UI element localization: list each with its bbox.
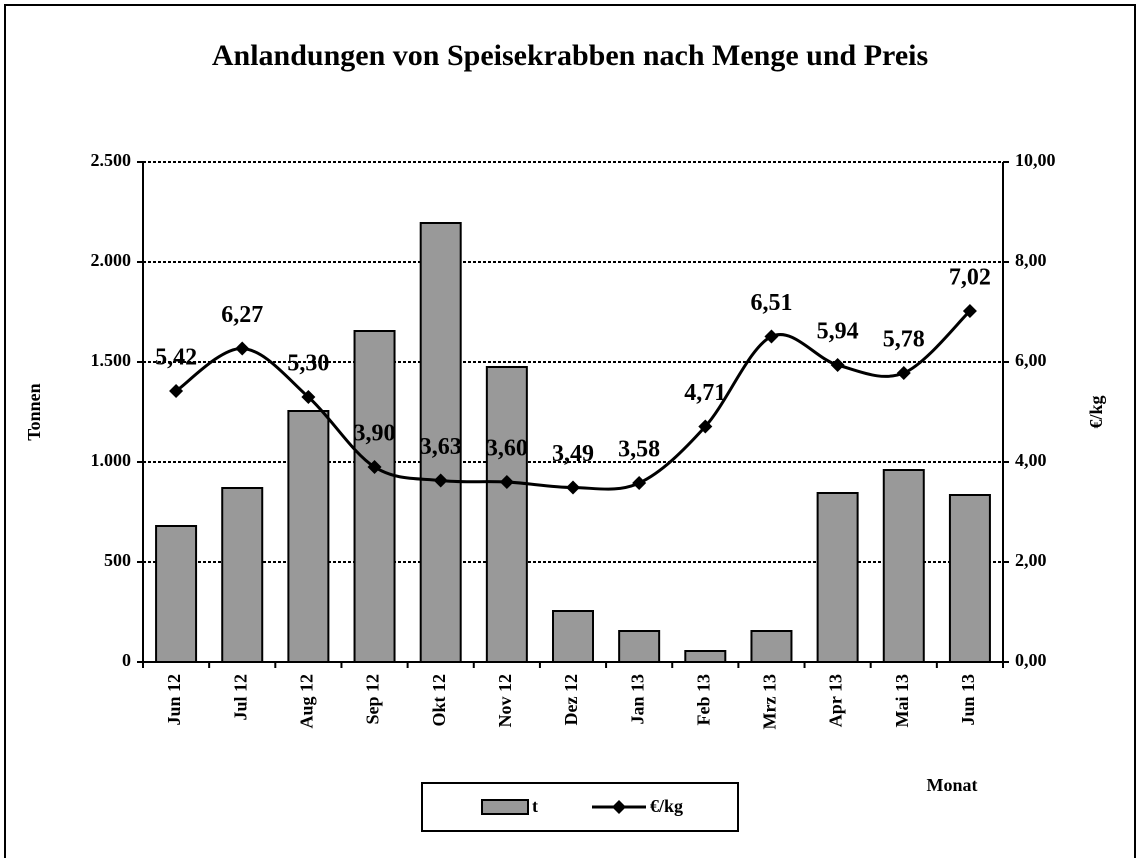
y-axis-title: Tonnen — [24, 383, 44, 440]
bar — [684, 650, 727, 663]
price-marker — [235, 341, 250, 356]
y-tick-label: 500 — [104, 550, 131, 570]
legend-label: €/kg — [650, 796, 683, 816]
price-marker — [896, 366, 911, 380]
x-tick-label: Okt 12 — [429, 674, 449, 727]
y2-tick-label: 10,00 — [1015, 150, 1056, 170]
bar — [353, 330, 396, 663]
data-label: 5,30 — [287, 351, 329, 377]
bar — [948, 494, 991, 663]
bar — [750, 630, 793, 663]
x-tick-label: Nov 12 — [495, 674, 515, 728]
y-tick-label: 2.500 — [91, 150, 132, 170]
y-tick-label: 2.000 — [91, 250, 132, 270]
bar — [618, 630, 661, 663]
x-tick-label: Mrz 13 — [760, 674, 780, 729]
bar — [287, 410, 330, 663]
x-tick-label: Jun 12 — [164, 674, 184, 726]
data-label: 6,27 — [221, 302, 263, 328]
x-tick-label: Apr 13 — [826, 674, 846, 727]
price-marker — [698, 419, 713, 434]
y-tick-label: 0 — [122, 650, 131, 670]
x-tick-label: Jan 13 — [627, 674, 647, 725]
bar — [816, 492, 859, 663]
data-label: 5,94 — [817, 319, 859, 345]
x-tick-label: Sep 12 — [363, 674, 383, 725]
y2-tick-label: 4,00 — [1015, 450, 1047, 470]
data-label: 5,42 — [155, 345, 197, 371]
y2-axis-title: €/kg — [1086, 395, 1106, 428]
y2-tick-label: 6,00 — [1015, 350, 1047, 370]
legend-marker — [612, 800, 626, 814]
x-tick-label: Jun 13 — [958, 674, 978, 726]
legend-label: t — [532, 796, 538, 816]
x-tick-label: Jul 12 — [230, 674, 250, 721]
data-label: 3,49 — [552, 441, 594, 467]
bar — [485, 366, 528, 663]
price-marker — [962, 304, 977, 318]
y-tick-label: 1.500 — [91, 350, 132, 370]
y2-tick-label: 0,00 — [1015, 650, 1047, 670]
price-marker — [433, 473, 448, 488]
price-marker — [830, 358, 845, 372]
y2-tick-label: 2,00 — [1015, 550, 1047, 570]
y2-tick-label: 8,00 — [1015, 250, 1047, 270]
chart-border — [4, 4, 1136, 858]
data-label: 3,60 — [486, 436, 528, 462]
data-label: 4,71 — [684, 380, 726, 406]
price-marker — [367, 460, 382, 474]
bar — [221, 487, 264, 663]
data-label: 6,51 — [750, 290, 792, 316]
price-marker — [169, 384, 184, 398]
legend-box — [421, 782, 739, 832]
data-label: 5,78 — [883, 327, 925, 353]
x-tick-label: Dez 12 — [561, 674, 581, 725]
bar — [552, 610, 594, 663]
price-marker — [764, 329, 779, 344]
data-label: 3,90 — [354, 421, 396, 447]
x-tick-label: Mai 13 — [892, 674, 912, 728]
x-tick-label: Aug 12 — [297, 674, 317, 729]
x-axis-title: Monat — [927, 775, 978, 795]
y-tick-label: 1.000 — [91, 450, 132, 470]
bar — [882, 469, 925, 663]
legend-swatch — [481, 799, 529, 815]
price-marker — [566, 480, 580, 495]
price-marker — [301, 390, 316, 404]
price-marker — [632, 476, 647, 490]
price-marker — [499, 475, 514, 489]
data-label: 3,63 — [420, 434, 462, 460]
data-label: 7,02 — [949, 265, 991, 291]
chart-title: Anlandungen von Speisekrabben nach Menge… — [212, 39, 928, 72]
bar — [155, 525, 198, 663]
x-tick-label: Feb 13 — [693, 674, 713, 726]
data-label: 3,58 — [618, 437, 660, 463]
